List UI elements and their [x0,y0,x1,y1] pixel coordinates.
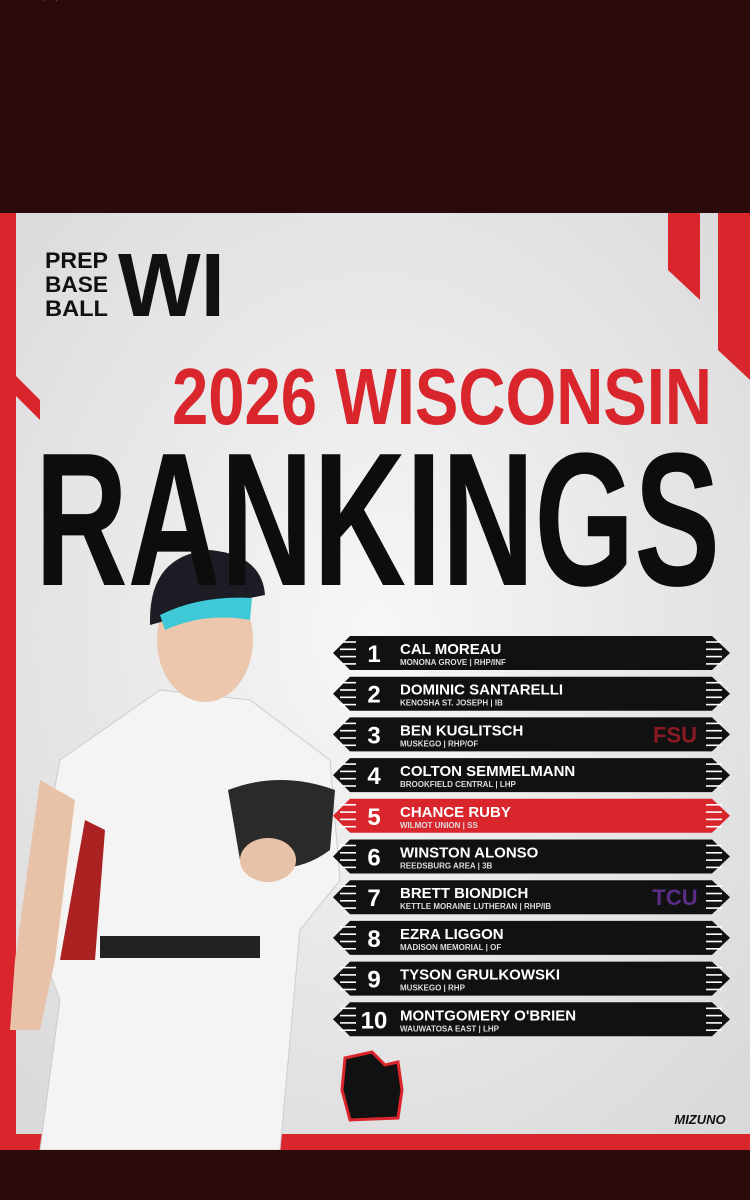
rank-number: 9 [367,967,380,994]
player-name: CHANCE RUBY [400,804,511,821]
school-logo: TCU [652,885,697,910]
player-name: WINSTON ALONSO [400,845,539,862]
ranking-row [333,920,730,955]
player-detail: BROOKFIELD CENTRAL | LHP [400,780,517,789]
ranking-row [333,961,730,996]
ranking-row [333,676,730,711]
player-name: TYSON GRULKOWSKI [400,967,560,984]
rank-number: 7 [367,885,380,912]
close-button[interactable]: ✕ [37,0,62,9]
title: 2026 WISCONSIN [172,352,712,441]
rank-number: 6 [367,845,380,872]
accent [668,213,700,300]
player-detail: WAUWATOSA EAST | LHP [400,1024,500,1033]
rank-number: 10 [361,1007,388,1034]
player-detail: MADISON MEMORIAL | OF [400,943,501,952]
player-detail: KENOSHA ST. JOSEPH | IB [400,699,503,708]
accent [718,213,750,380]
player-detail: MUSKEGO | RHP [400,984,466,993]
menu-button[interactable]: ••• [691,0,710,6]
school-logo: FSU [653,722,697,747]
player-name: MONTGOMERY O'BRIEN [400,1007,576,1024]
logo-line: BALL [45,296,108,321]
player-name: BEN KUGLITSCH [400,722,523,739]
player-name: BRETT BIONDICH [400,885,528,902]
accent [0,360,40,420]
logo-line: PREP [45,248,108,273]
ranking-row [333,717,730,752]
sponsor-logo: MIZUNO [674,1112,725,1127]
rank-number: 4 [367,763,381,790]
player-detail: WILMOT UNION | SS [400,821,478,830]
heading: RANKINGS [35,414,720,626]
rank-number: 8 [367,926,380,953]
rank-number: 2 [367,682,380,709]
player-detail: MONONA GROVE | RHP/INF [400,658,506,667]
player-name: COLTON SEMMELMANN [400,763,575,780]
player-name: EZRA LIGGON [400,926,504,943]
ranking-row [333,798,730,833]
logo-line: BASE [45,272,108,297]
player-detail: REEDSBURG AREA | 3B [400,862,493,871]
viewer-footer [0,1150,750,1200]
ranking-row [333,758,730,793]
logo-mark: WI [118,236,225,336]
ranking-row [333,839,730,874]
player-photo [10,550,341,1151]
player-name: DOMINIC SANTARELLI [400,682,563,699]
ranking-row [333,1002,730,1037]
rank-number: 5 [367,804,380,831]
accent [0,213,16,1150]
ranking-row [333,636,730,670]
player-detail: MUSKEGO | RHP/OF [400,739,478,748]
wisconsin-outline [340,1050,404,1122]
player-name: CAL MOREAU [400,641,501,658]
rank-number: 3 [367,722,380,749]
ranking-row [333,880,730,915]
rank-number: 1 [367,641,380,668]
player-detail: KETTLE MORAINE LUTHERAN | RHP/IB [400,902,551,911]
